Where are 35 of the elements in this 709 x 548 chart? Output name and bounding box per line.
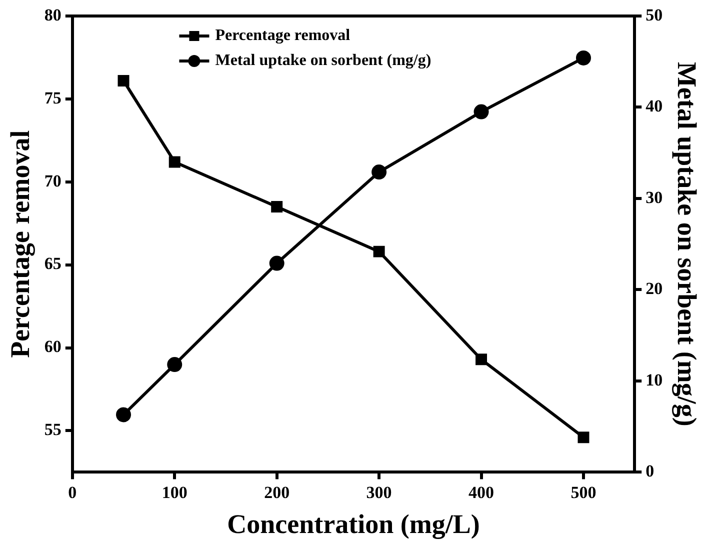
point (116, 407, 132, 422)
point (373, 246, 385, 258)
x-tick-label: 100 (162, 482, 188, 502)
y2-axis-title: Metal uptake on sorbent (mg/g) (672, 62, 702, 426)
point (372, 164, 387, 180)
x-tick-label: 500 (570, 482, 596, 502)
legend-label: Metal uptake on sorbent (mg/g) (215, 52, 432, 70)
point (118, 74, 130, 86)
y-tick-label: 70 (44, 171, 62, 190)
legend-label: Percentage removal (215, 27, 351, 44)
y2-tick-label: 10 (646, 370, 663, 390)
y-tick-label: 80 (44, 5, 62, 24)
x-tick-label: 400 (468, 482, 494, 502)
point (576, 50, 591, 66)
y2-tick-label: 30 (646, 188, 663, 207)
y-tick-label: 55 (44, 420, 62, 440)
x-tick-label: 300 (366, 482, 392, 502)
y2-tick-label: 40 (646, 96, 663, 116)
y2-tick-label: 0 (646, 462, 654, 481)
y2-tick-label: 50 (646, 5, 663, 24)
point (167, 357, 182, 372)
point (168, 156, 180, 168)
point (476, 354, 488, 366)
x-tick-label: 0 (68, 482, 77, 502)
y-tick-label: 65 (44, 254, 62, 274)
y-tick-label: 60 (44, 337, 62, 356)
x-axis-title: Concentration (mg/L) (227, 508, 480, 539)
x-tick-label: 200 (264, 482, 290, 502)
point (271, 201, 283, 213)
y-tick-label: 75 (44, 88, 62, 108)
y-axis-title: Percentage removal (5, 130, 36, 358)
point (269, 256, 284, 271)
y2-tick-label: 20 (646, 279, 663, 298)
point (474, 104, 489, 120)
point (578, 432, 590, 444)
